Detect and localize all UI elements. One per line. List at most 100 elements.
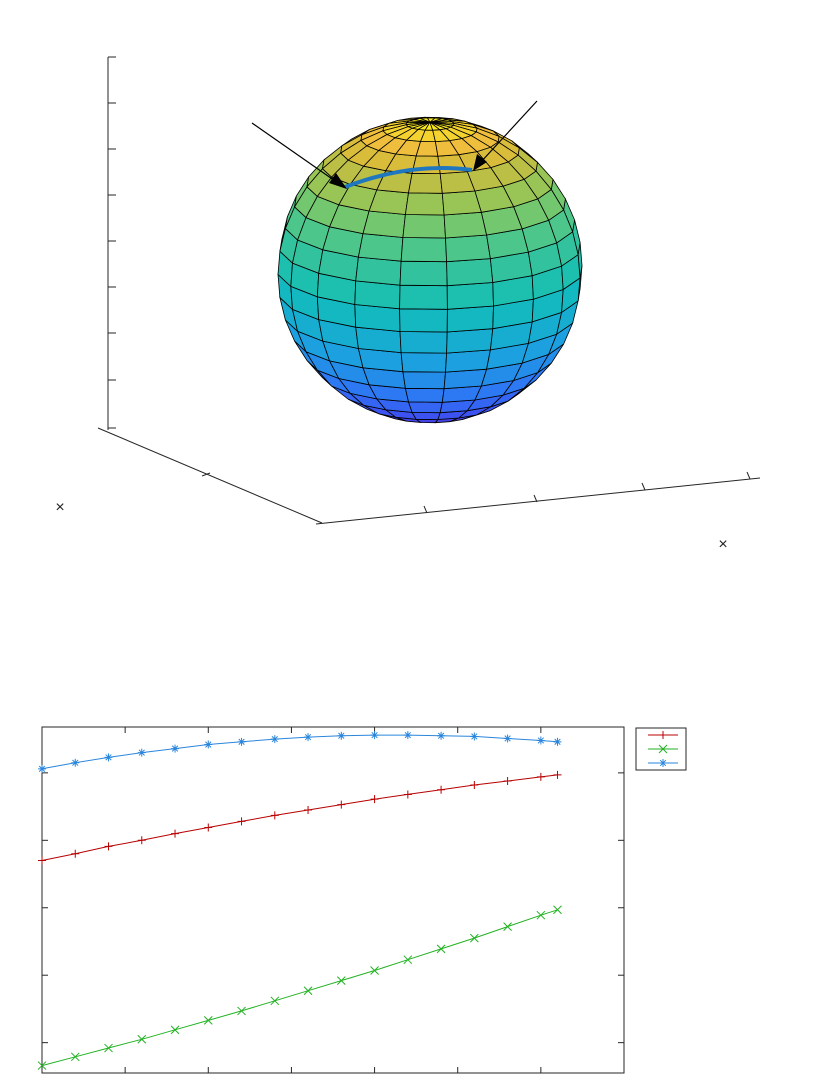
surface-face xyxy=(402,214,446,239)
marker xyxy=(536,736,545,745)
marker xyxy=(170,1025,180,1035)
marker xyxy=(403,731,412,740)
x-tick xyxy=(746,471,751,480)
marker xyxy=(237,737,246,746)
marker xyxy=(553,905,562,915)
surface-face xyxy=(399,331,448,354)
marker xyxy=(336,976,346,985)
marker xyxy=(137,836,146,845)
marker xyxy=(70,1052,80,1062)
legend xyxy=(635,727,687,771)
marker xyxy=(237,817,246,826)
legend-marker xyxy=(659,731,667,739)
marker xyxy=(437,785,446,794)
marker xyxy=(303,986,313,996)
marker xyxy=(403,955,413,965)
marker xyxy=(104,1043,113,1053)
annotations xyxy=(251,100,538,189)
marker xyxy=(437,731,446,740)
marker xyxy=(71,758,80,767)
marker xyxy=(37,1061,47,1070)
series-line xyxy=(41,734,558,770)
surface-plot: × × xyxy=(55,56,761,553)
surface-face xyxy=(357,233,404,262)
series-line xyxy=(41,774,558,861)
legend-marker xyxy=(658,744,668,754)
x-tick xyxy=(423,505,428,514)
marker xyxy=(553,770,562,779)
marker xyxy=(470,781,479,790)
arrow-head xyxy=(329,173,347,189)
arrow xyxy=(251,122,339,184)
marker xyxy=(137,1034,147,1044)
path-curve xyxy=(344,166,473,189)
surface-face xyxy=(355,256,402,286)
surface-face xyxy=(446,258,494,287)
y-tick xyxy=(201,472,211,477)
marker xyxy=(270,811,279,820)
marker xyxy=(38,856,46,865)
x-axis-label: × xyxy=(718,536,727,553)
surface-face xyxy=(408,172,443,194)
marker xyxy=(237,1006,246,1016)
marker xyxy=(469,933,479,943)
marker xyxy=(337,731,346,740)
surface-face xyxy=(399,308,448,333)
y-axis-label: × xyxy=(55,499,64,516)
surface-face xyxy=(404,387,445,403)
surface-face xyxy=(399,260,448,287)
surface-face xyxy=(445,234,491,263)
y-axis xyxy=(97,427,323,524)
x-tick xyxy=(641,482,646,491)
surface-face xyxy=(446,328,494,354)
marker xyxy=(536,910,546,920)
marker xyxy=(436,944,446,954)
surface-face xyxy=(443,211,488,239)
plot-frame xyxy=(41,726,625,1074)
surface-face xyxy=(429,121,455,128)
marker xyxy=(171,829,180,838)
marker xyxy=(403,790,412,799)
marker xyxy=(270,996,280,1006)
sphere xyxy=(277,116,583,424)
marker xyxy=(370,795,379,804)
marker xyxy=(38,764,46,773)
marker xyxy=(137,748,146,757)
surface-face xyxy=(354,280,401,310)
marker xyxy=(304,805,313,814)
surface-face xyxy=(446,282,494,310)
marker xyxy=(204,740,213,749)
surface-face xyxy=(400,237,448,263)
surface-face xyxy=(399,284,448,310)
marker xyxy=(204,823,213,832)
surface-face xyxy=(402,371,446,390)
arrow-head xyxy=(473,154,487,171)
x-axis xyxy=(315,477,761,525)
marker xyxy=(503,734,512,743)
surface-face xyxy=(404,192,445,216)
arrow xyxy=(479,100,538,164)
surface-face xyxy=(407,401,443,414)
surface-face xyxy=(400,352,448,373)
marker xyxy=(304,733,313,742)
surface-face xyxy=(441,190,482,216)
marker xyxy=(104,842,113,851)
line-plot xyxy=(37,726,687,1074)
x-tick xyxy=(533,494,538,503)
marker xyxy=(270,735,279,744)
series-line xyxy=(41,909,558,1067)
surface-face xyxy=(446,305,494,333)
marker xyxy=(104,753,113,762)
surface-face xyxy=(411,411,441,420)
marker xyxy=(503,922,512,931)
marker xyxy=(203,1016,213,1025)
marker xyxy=(536,772,545,781)
marker xyxy=(503,776,512,785)
marker xyxy=(470,732,479,741)
marker xyxy=(71,849,80,858)
marker xyxy=(171,744,180,753)
marker xyxy=(337,800,346,809)
marker xyxy=(370,966,379,975)
